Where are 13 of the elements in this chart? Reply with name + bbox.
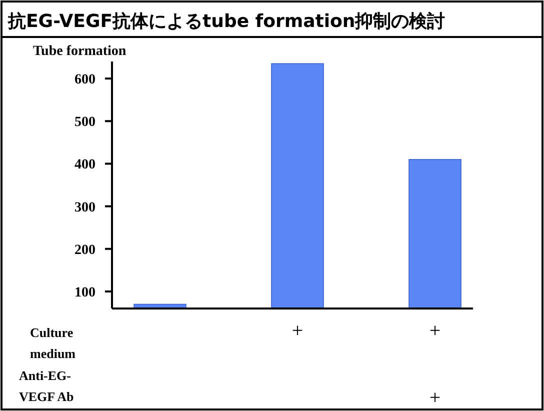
- y-tick-label: 600: [74, 72, 96, 88]
- text: +: [290, 320, 304, 342]
- y-tick-label: 500: [74, 115, 96, 130]
- text: Culture medium: [30, 324, 76, 363]
- y-tick-label: 400: [74, 158, 96, 173]
- y-tick-label: 100: [74, 285, 96, 300]
- text: +: [428, 387, 442, 409]
- y-axis-title: Tube formation: [33, 44, 126, 59]
- y-tick-label: 300: [74, 200, 96, 216]
- title: 抗EG-VEGF抗体によるtube formation抑制の検討: [8, 11, 446, 32]
- text: +: [428, 320, 442, 342]
- text: Anti-EG-VEGF Ab: [19, 367, 75, 406]
- y-tick-label: 200: [74, 242, 96, 258]
